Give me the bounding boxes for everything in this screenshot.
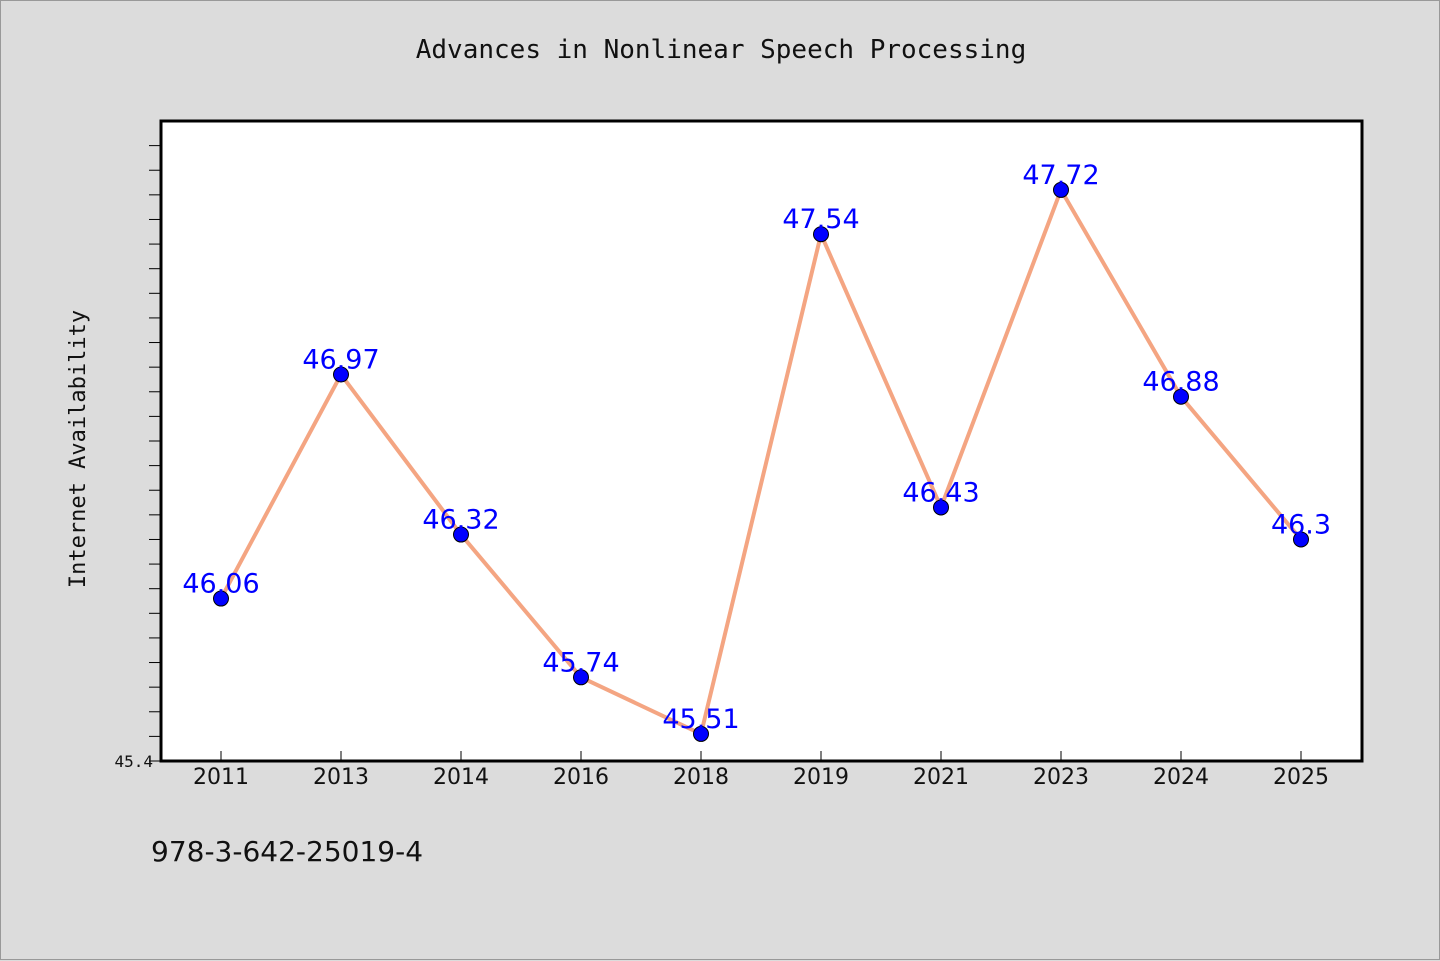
y-axis-ticks [149, 146, 161, 761]
x-tick-label: 2021 [913, 765, 969, 790]
data-label: 46.3 [1271, 509, 1331, 540]
x-tick-label: 2013 [313, 765, 369, 790]
plot-area [161, 121, 1362, 761]
data-label: 45.74 [542, 647, 619, 678]
x-tick-label: 2025 [1273, 765, 1329, 790]
data-label: 46.88 [1142, 367, 1219, 398]
x-tick-label: 2019 [793, 765, 849, 790]
x-tick-label: 2016 [553, 765, 609, 790]
data-label: 47.54 [782, 204, 859, 235]
y-axis-title: Internet Availability [66, 310, 91, 588]
chart-page: Advances in Nonlinear Speech Processing … [0, 0, 1440, 960]
data-label: 47.72 [1022, 160, 1099, 191]
data-label: 46.32 [422, 505, 499, 536]
x-axis-labels: 2011 2013 2014 2016 2018 2019 2021 2023 2024 2025 [193, 765, 1329, 790]
data-label: 46.43 [902, 477, 979, 508]
data-label: 45.51 [662, 704, 739, 735]
x-tick-label: 2023 [1033, 765, 1089, 790]
x-tick-label: 2018 [673, 765, 729, 790]
x-tick-label: 2014 [433, 765, 489, 790]
data-label: 46.06 [182, 569, 259, 600]
x-tick-label: 2011 [193, 765, 249, 790]
isbn-text: 978-3-642-25019-4 [151, 835, 423, 868]
y-axis-min-label: 45.4 [114, 752, 153, 771]
line-chart: 2011 2013 2014 2016 2018 2019 2021 2023 2024 2025… [1, 1, 1440, 961]
data-label: 46.97 [302, 345, 379, 376]
x-tick-label: 2024 [1153, 765, 1209, 790]
